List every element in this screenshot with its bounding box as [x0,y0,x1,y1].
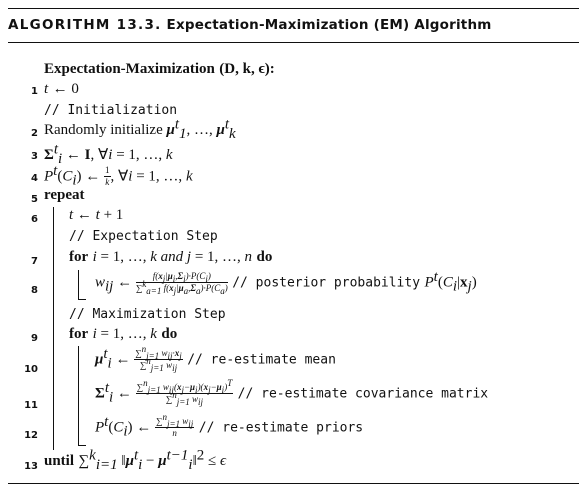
top-rule [8,8,579,10]
line-2: Randomly initialize μt1, …, μtk [44,116,236,142]
line-8: wij ← f(xj|μi,Σi)·P(Ci) ∑ka=1 f(xj|μa,Σa)… [95,268,477,296]
comment-mean: // re-estimate mean [187,352,336,368]
comment-priors: // re-estimate priors [198,420,364,436]
comment-initialization: // Initialization [44,103,178,118]
line-number: 11 [24,400,38,411]
header-rule [8,42,579,43]
line-number: 13 [24,461,38,472]
comment-expectation: // Expectation Step [69,229,218,244]
comment-maximization: // Maximization Step [69,307,226,322]
line-number: 2 [31,128,38,139]
line-3: Σti ← I, ∀i = 1, …, k [44,141,173,167]
line-5: repeat [44,187,85,204]
line-number: 12 [24,430,38,441]
for-block-2-bar [78,346,79,446]
comment-covariance: // re-estimate covariance matrix [237,386,489,402]
line-13: until ∑ki=1 ‖μti − μt−1i‖2 ≤ ϵ [44,447,227,473]
line-number: 5 [31,194,38,205]
line-number: 7 [31,256,38,267]
for-block-end [78,299,86,300]
repeat-block-bar [53,207,54,450]
algorithm-title: Expectation-Maximization (EM) Algorithm [166,17,492,33]
algorithm-tag: ALGORITHM 13.3. [8,17,162,33]
line-number: 8 [31,285,38,296]
for-block-bar [78,270,79,300]
repeat-keyword: repeat [44,187,85,203]
line-number: 4 [31,173,38,184]
line-number: 3 [31,151,38,162]
line-11: Σti ← ∑nj=1 wij(xj−μi)(xj−μi)T ∑nj=1 wij … [95,378,489,407]
line-number: 1 [31,86,38,97]
line-number: 10 [24,364,38,375]
line-10: μti ← ∑nj=1 wij·xj ∑nj=1 wij // re-estima… [95,344,336,373]
line-7: for i = 1, …, k and j = 1, …, n do [69,249,273,265]
bottom-rule [8,483,579,485]
for-block-2-end [78,445,86,446]
line-1: t ← 0 [44,81,79,97]
algorithm-signature: Expectation-Maximization (D, k, ϵ): [44,61,275,78]
comment-posterior: // posterior probability [232,275,421,291]
until-keyword: until [44,453,75,469]
function-name: Expectation-Maximization [44,61,215,77]
line-12: Pt(Ci) ← ∑nj=1 wij n // re-estimate prior… [95,412,364,440]
line-number: 9 [31,333,38,344]
function-args: (D, k, ϵ): [219,61,275,77]
algorithm-header: ALGORITHM 13.3. Expectation-Maximization… [8,17,492,33]
line-6: t ← t + 1 [69,207,124,223]
line-number: 6 [31,214,38,225]
line-9: for i = 1, …, k do [69,326,178,342]
